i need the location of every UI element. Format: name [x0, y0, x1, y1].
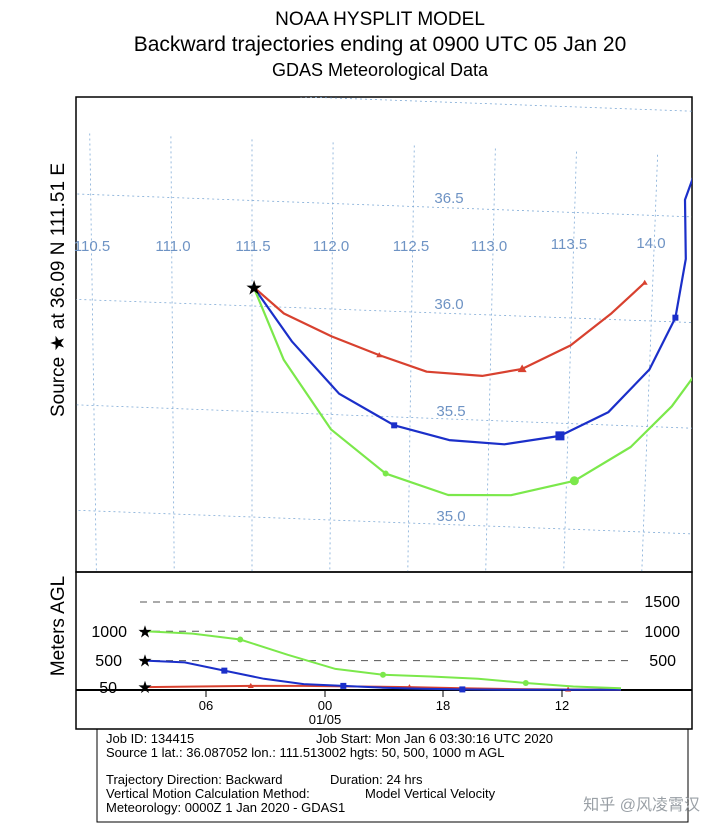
right-tick: 500 [649, 653, 676, 670]
height-grid [140, 601, 630, 662]
map-frame [75, 96, 693, 573]
time-tick: 18 [436, 698, 450, 713]
circle-marker [569, 476, 579, 486]
triangle-marker [247, 682, 254, 688]
lon-label: 113.5 [551, 236, 587, 253]
parallel-line [76, 509, 692, 535]
circle-marker [382, 470, 389, 477]
info-box [96, 728, 689, 823]
left-tick: 50 [99, 680, 117, 697]
triangle-marker [376, 352, 383, 358]
vmethod-value: Model Vertical Velocity [365, 786, 496, 801]
direction-info: Trajectory Direction: Backward [106, 772, 283, 787]
parallel-line [76, 298, 692, 323]
meridian-line [485, 146, 496, 572]
trajectory-tracks: ★ [245, 177, 717, 497]
green-trajectory-line [252, 286, 692, 497]
meridian-line [329, 140, 334, 572]
source-label: Source ★ at 36.09 N 111.51 E [48, 163, 69, 417]
lon-label: 14.0 [636, 235, 665, 252]
watermark: 知乎 @风凌霄汉 [583, 797, 700, 814]
duration-info: Duration: 24 hrs [330, 772, 423, 787]
right-tick: 1000 [644, 624, 680, 641]
square-marker [459, 686, 466, 693]
model-name: NOAA HYSPLIT MODEL [275, 9, 485, 30]
square-marker [672, 314, 679, 321]
meridian-line [407, 143, 415, 572]
source-star-marker: ★ [137, 678, 152, 697]
meridian-line [170, 134, 175, 572]
meridian-line [89, 131, 97, 572]
red-trajectory-line [252, 281, 646, 377]
lat-label: 36.5 [434, 190, 463, 207]
triangle-marker [517, 364, 527, 373]
triangle-marker [641, 279, 648, 285]
source-star-marker: ★ [137, 652, 152, 671]
job-start: Job Start: Mon Jan 6 03:30:16 UTC 2020 [316, 731, 553, 746]
time-tick: 00 [318, 698, 332, 713]
lon-label: 111.5 [235, 238, 270, 255]
left-tick: 1000 [91, 624, 127, 641]
map-grid [76, 97, 692, 572]
circle-marker [237, 636, 244, 643]
source-info: Source 1 lat.: 36.087052 lon.: 111.51300… [106, 745, 504, 760]
source-star-icon: ★ [245, 278, 263, 300]
job-id: Job ID: 134415 [106, 731, 194, 746]
circle-marker [711, 346, 717, 352]
source-star-marker: ★ [137, 622, 152, 641]
left-tick: 500 [95, 653, 122, 670]
time-tick: 12 [555, 698, 569, 713]
parallel-line [76, 404, 692, 429]
square-marker [555, 431, 565, 441]
meridian-line [563, 149, 577, 572]
right-tick: 1500 [644, 594, 680, 611]
lon-label: 113.0 [471, 238, 507, 255]
vertical-ylabel: Meters AGL [48, 576, 69, 676]
square-marker [221, 667, 228, 674]
meridian-line [641, 152, 659, 572]
date-label: 01/05 [309, 712, 342, 727]
lat-label: 36.0 [434, 296, 463, 313]
vertical-tracks: ★ ★ ★ [137, 622, 622, 697]
square-marker [340, 682, 347, 689]
lat-label: 35.5 [436, 403, 465, 420]
circle-marker [522, 679, 529, 686]
blue-trajectory-line [252, 177, 692, 446]
circle-marker [380, 671, 386, 678]
green-height-line [144, 630, 622, 690]
parallel-line [76, 193, 692, 218]
lon-label: 111.0 [155, 238, 190, 255]
lon-label: 112.5 [393, 238, 429, 255]
chart-title: Backward trajectories ending at 0900 UTC… [133, 33, 627, 56]
lat-label: 35.0 [436, 508, 465, 525]
time-axis-ticks [205, 690, 563, 697]
parallel-line [295, 97, 692, 112]
vertical-frame [75, 571, 693, 730]
met-data-label: GDAS Meteorological Data [271, 60, 489, 80]
lon-label: 110.5 [74, 238, 110, 255]
lon-label: 112.0 [313, 238, 349, 255]
vmethod-info: Vertical Motion Calculation Method: [106, 786, 310, 801]
square-marker [391, 422, 398, 429]
chart-title-block: NOAA HYSPLIT MODEL Backward trajectories… [0, 8, 720, 82]
meteorology-info: Meteorology: 0000Z 1 Jan 2020 - GDAS1 [106, 800, 345, 815]
time-tick: 06 [199, 698, 213, 713]
